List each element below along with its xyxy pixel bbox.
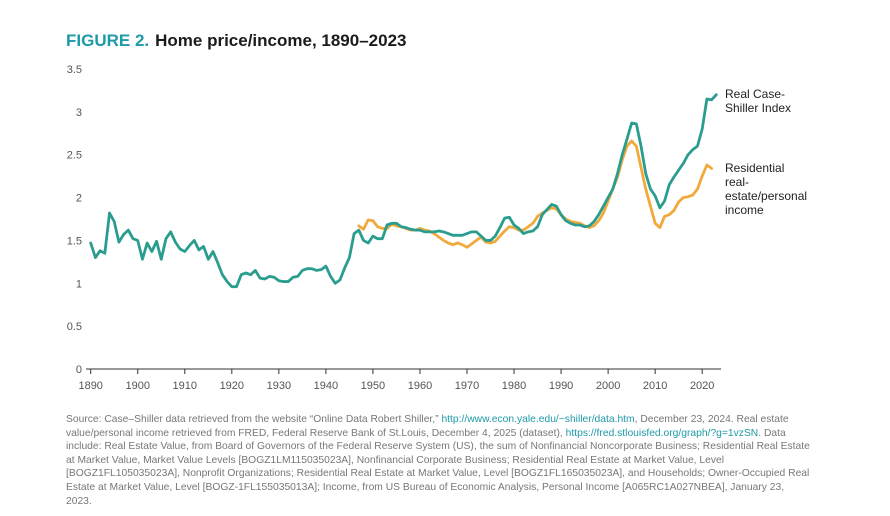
series-label-case-shiller: Real Case-Shiller Index <box>725 87 791 115</box>
line-chart: 0 0.5 1 1.5 2 2.5 3 3.5 1890 1900 1910 1920 1930 194… <box>67 64 807 392</box>
x-tick-label: 1990 <box>549 380 573 392</box>
source-text-3: . Data include: Real Estate Value, from … <box>66 427 810 507</box>
x-tick-label: 1890 <box>78 380 102 392</box>
y-tick-label: 3 <box>76 107 82 119</box>
x-tick-label: 1970 <box>455 380 479 392</box>
x-tick-label: 1980 <box>502 380 526 392</box>
y-tick-label: 3.5 <box>67 64 82 76</box>
x-tick-label: 1930 <box>267 380 291 392</box>
series-label-line: real- <box>725 175 749 189</box>
series-label-line: Residential <box>725 161 784 175</box>
x-tick-label: 2020 <box>690 380 714 392</box>
x-tick-label: 1960 <box>408 380 432 392</box>
series-label-residential: Residential real-estate/personal income <box>725 161 807 217</box>
source-text-2: , December 23, 2024. Real estate value/p… <box>66 414 789 439</box>
figure-label: FIGURE 2. <box>66 31 150 50</box>
series-label-line: Shiller Index <box>725 101 791 115</box>
series-group <box>89 93 718 289</box>
x-tick-label: 1950 <box>361 380 385 392</box>
x-tick-label: 2000 <box>596 380 620 392</box>
x-tick-label: 1910 <box>173 380 197 392</box>
source-link-shiller[interactable]: http://www.econ.yale.edu/~shiller/data.h… <box>441 414 635 425</box>
series-label-line: income <box>725 203 764 217</box>
source-note: Source: Case–Shiller data retrieved from… <box>66 413 811 508</box>
y-tick-label: 1.5 <box>67 235 82 247</box>
y-tick-label: 0 <box>76 364 82 376</box>
series-line-case-shiller <box>89 93 718 289</box>
x-tick-label: 2010 <box>643 380 667 392</box>
series-line-residential <box>357 139 713 249</box>
series-label-line: estate/personal <box>725 189 807 203</box>
series-labels: Real Case-Shiller Index Residential real-e… <box>725 87 807 217</box>
series-label-line: Real Case- <box>725 87 785 101</box>
chart-title: FIGURE 2. Home price/income, 1890–2023 <box>66 31 407 51</box>
x-tick-label: 1920 <box>220 380 244 392</box>
y-axis: 0 0.5 1 1.5 2 2.5 3 3.5 <box>67 64 82 376</box>
source-link-fred[interactable]: https://fred.stlouisfed.org/graph/?g=1vz… <box>565 427 759 439</box>
x-tick-label: 1900 <box>125 380 149 392</box>
x-tick-label: 1940 <box>314 380 338 392</box>
source-text-1: Source: Case–Shiller data retrieved from… <box>66 414 442 425</box>
y-tick-label: 1 <box>76 278 82 290</box>
x-axis: 1890 1900 1910 1920 1930 1940 1950 1960 1970 1980… <box>78 368 721 392</box>
y-tick-label: 2.5 <box>67 150 82 162</box>
y-tick-label: 0.5 <box>67 321 82 333</box>
y-tick-label: 2 <box>76 193 82 205</box>
chart-title-text: Home price/income, 1890–2023 <box>155 31 407 50</box>
